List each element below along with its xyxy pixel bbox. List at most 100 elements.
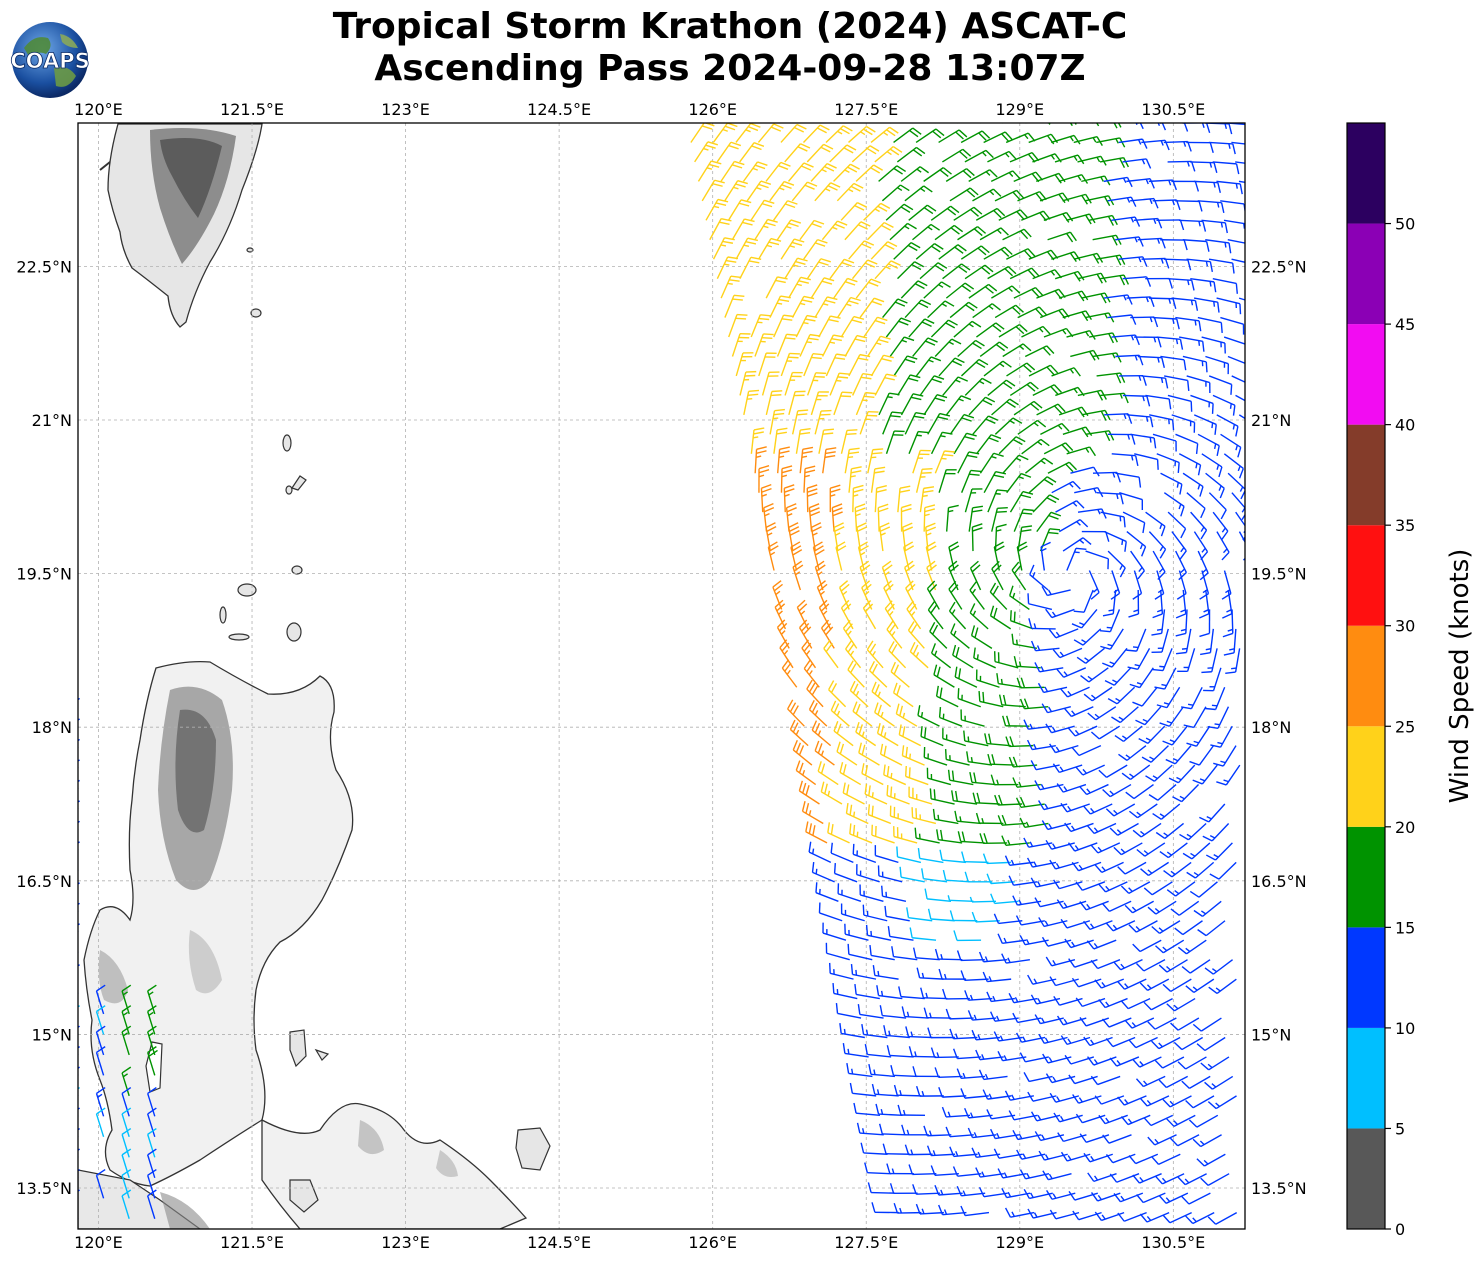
y-tick-label: 19.5°N <box>1251 565 1307 584</box>
wind-barb <box>1130 550 1145 580</box>
wind-barb <box>853 1102 881 1117</box>
wind-barb <box>1163 492 1185 517</box>
wind-barb <box>1122 158 1152 169</box>
wind-barb <box>1132 822 1162 838</box>
wind-barb <box>1081 530 1110 542</box>
y-tick-label: 22.5°N <box>16 257 72 276</box>
wind-barb <box>1135 706 1162 726</box>
wind-barb <box>1088 332 1118 344</box>
wind-barb <box>1052 763 1083 774</box>
wind-barb <box>1120 881 1151 894</box>
wind-barb <box>864 783 888 805</box>
wind-barb <box>1196 1036 1226 1052</box>
wind-barb <box>967 1127 997 1139</box>
wind-barb <box>806 143 834 163</box>
wind-barb <box>893 1084 922 1097</box>
wind-barb <box>847 943 873 961</box>
wind-barb <box>871 824 895 844</box>
colorbar-bin <box>1347 625 1385 727</box>
wind-barb <box>944 748 970 766</box>
wind-barb <box>1143 997 1173 1011</box>
wind-barb <box>1060 1035 1091 1046</box>
wind-barb <box>1171 180 1200 192</box>
wind-barb <box>915 468 933 493</box>
wind-barb <box>1175 628 1192 655</box>
wind-barb <box>1212 511 1229 541</box>
wind-barb <box>845 802 869 825</box>
wind-barb <box>1203 667 1222 692</box>
wind-barb <box>1051 134 1081 145</box>
wind-barb <box>774 599 787 630</box>
wind-barb <box>835 1003 862 1019</box>
wind-barb <box>862 600 877 630</box>
wind-barb <box>1132 570 1143 600</box>
wind-barb <box>1181 1192 1211 1205</box>
colorbar-bin <box>1347 223 1385 325</box>
wind-barb <box>956 950 985 962</box>
wind-barb <box>1073 628 1102 646</box>
wind-barb <box>888 641 907 669</box>
wind-barb <box>1183 706 1207 729</box>
wind-barb <box>1109 1056 1140 1067</box>
wind-barb <box>964 488 983 513</box>
wind-barb <box>860 1142 888 1155</box>
wind-barb <box>870 354 894 377</box>
wind-barb <box>1175 316 1202 332</box>
wind-barb <box>1041 703 1071 714</box>
wind-barb <box>1090 959 1121 970</box>
wind-barb <box>938 707 963 727</box>
wind-barb <box>899 866 925 883</box>
wind-barb <box>976 322 1005 338</box>
wind-barb <box>1009 490 1034 513</box>
wind-barb <box>993 1031 1023 1042</box>
wind-barb <box>1158 959 1188 973</box>
wind-barb <box>953 320 982 338</box>
wind-barb <box>881 184 910 202</box>
wind-barb <box>1099 609 1121 633</box>
wind-barb <box>1166 997 1196 1012</box>
wind-barb <box>1102 1134 1132 1144</box>
wind-barb <box>1162 1095 1192 1108</box>
wind-barb <box>1017 525 1033 552</box>
wind-barb <box>1225 648 1241 675</box>
wind-barb <box>982 1089 1012 1100</box>
wind-barb <box>929 621 948 649</box>
wind-barb <box>1119 492 1144 510</box>
wind-barb <box>1220 433 1242 458</box>
wind-barb <box>915 1203 944 1215</box>
wind-barb <box>898 724 922 747</box>
wind-barb <box>857 1004 884 1019</box>
wind-barb <box>1172 784 1200 803</box>
wind-barb <box>952 1166 982 1177</box>
wind-barb <box>1107 196 1137 207</box>
wind-barb <box>1160 239 1188 251</box>
wind-barb <box>934 123 937 124</box>
wind-barbs <box>78 123 1245 1225</box>
wind-barb <box>1098 997 1128 1009</box>
wind-barb <box>785 503 797 532</box>
wind-barb <box>712 123 738 143</box>
wind-barb <box>984 733 1011 747</box>
wind-barb <box>912 947 940 961</box>
wind-barb <box>1096 372 1126 384</box>
x-tick-label: 123°E <box>381 1233 430 1252</box>
wind-barb <box>1051 251 1081 263</box>
wind-barb <box>861 763 884 786</box>
wind-barb <box>1148 531 1167 559</box>
wind-barb <box>1201 336 1226 354</box>
y-tick-label: 21°N <box>1251 411 1291 430</box>
wind-barb <box>1058 290 1089 302</box>
wind-barb <box>1066 213 1096 225</box>
wind-barb <box>1223 219 1245 229</box>
y-tick-label: 13.5°N <box>16 1179 72 1198</box>
wind-barb <box>952 1048 982 1060</box>
colorbar-tick-label: 5 <box>1395 1119 1405 1138</box>
wind-barb <box>1127 648 1151 670</box>
wind-barb <box>803 353 824 377</box>
wind-barb <box>994 304 1024 319</box>
wind-barb <box>1125 783 1154 800</box>
wind-barb <box>1001 953 1030 964</box>
wind-barb <box>1087 1056 1117 1066</box>
colorbar-bin <box>1347 123 1385 224</box>
wind-barb <box>1163 258 1192 271</box>
